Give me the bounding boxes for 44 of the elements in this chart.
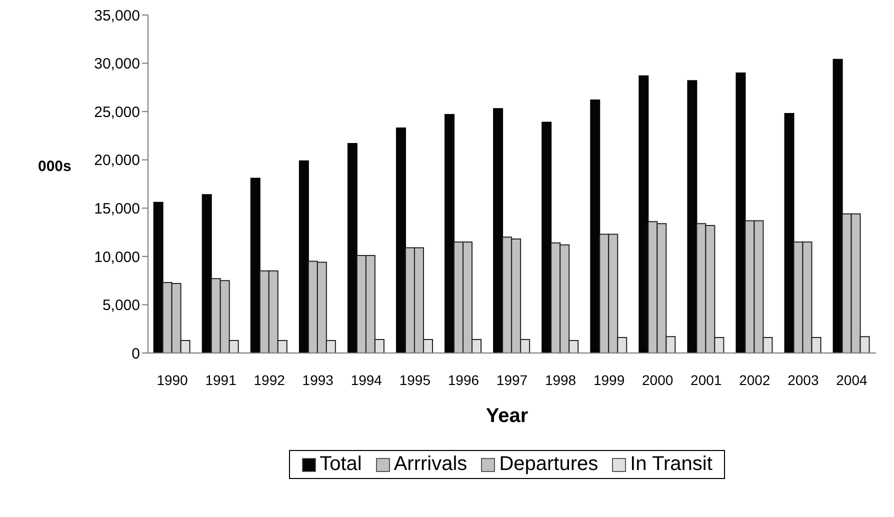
x-axis-title: Year: [484, 405, 530, 428]
bar: [347, 142, 358, 353]
x-tick-label: 2000: [642, 372, 674, 388]
x-tick-label: 1997: [496, 372, 528, 388]
y-tick-label: 5,000: [102, 297, 140, 314]
bar: [250, 178, 260, 353]
bar: [493, 108, 504, 353]
bar: [687, 80, 698, 353]
y-tick-label: 30,000: [94, 56, 140, 73]
x-tick-label: 1991: [205, 372, 237, 388]
bar: [202, 194, 212, 353]
legend-label: In Transit: [630, 453, 712, 476]
bar: [736, 72, 746, 353]
y-tick-label: 35,000: [94, 7, 140, 24]
legend-label: Total: [320, 453, 362, 476]
y-axis-title: 000s: [38, 158, 72, 175]
x-tick-label: 1998: [544, 372, 576, 388]
x-tick-label: 1999: [593, 372, 625, 388]
bar: [542, 122, 552, 353]
bar: [444, 114, 455, 353]
x-tick-label: 2003: [788, 372, 819, 388]
x-tick-label: 1990: [156, 372, 188, 388]
y-tick-label: 20,000: [94, 152, 140, 170]
x-tick-label: 2001: [690, 372, 722, 388]
x-tick-label: 2004: [836, 372, 868, 388]
y-tick-label: 10,000: [94, 248, 140, 266]
x-tick-label: 1995: [399, 372, 431, 388]
x-tick-label: 1992: [254, 372, 286, 388]
y-tick-label: 25,000: [94, 104, 140, 121]
y-tick-label: 0: [132, 345, 140, 362]
bar: [590, 99, 600, 353]
x-tick-label: 1993: [302, 372, 334, 388]
bar: [638, 75, 649, 353]
bar: [832, 58, 843, 353]
x-tick-label: 1996: [448, 372, 480, 388]
legend-label: Departures: [499, 453, 598, 476]
bar: [396, 127, 406, 353]
x-tick-label: 2002: [739, 372, 770, 388]
y-tick-label: 15,000: [94, 200, 140, 218]
bar: [784, 113, 794, 353]
legend-label: Arrrivals: [394, 453, 468, 476]
bar: [298, 160, 309, 353]
x-tick-label: 1994: [350, 372, 382, 388]
bar: [153, 202, 164, 353]
